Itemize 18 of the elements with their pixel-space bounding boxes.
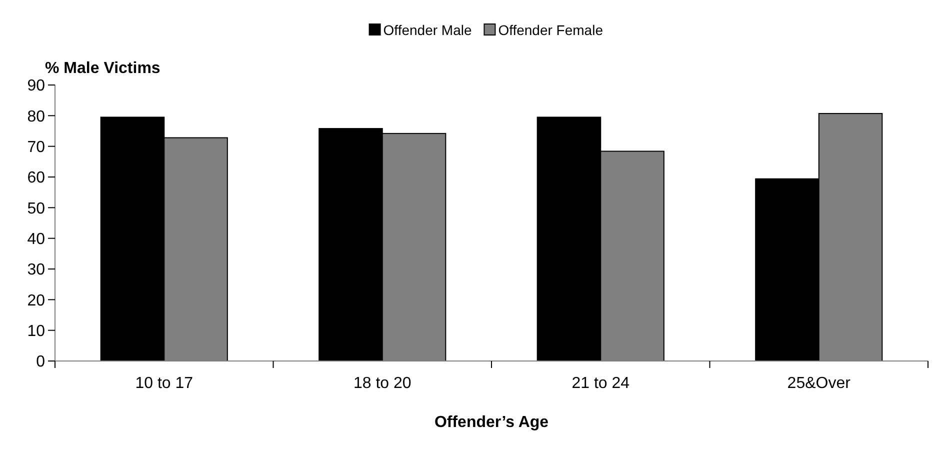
x-tick-label: 21 to 24 <box>572 375 630 392</box>
x-tick-label: 18 to 20 <box>353 375 412 392</box>
legend-label: Offender Female <box>498 22 604 38</box>
y-tick-label: 80 <box>27 108 46 126</box>
x-axis-title: Offender’s Age <box>434 414 549 431</box>
y-tick-label: 40 <box>27 230 46 248</box>
y-tick-label: 60 <box>27 170 46 187</box>
y-tick-label: 90 <box>27 78 46 95</box>
x-tick-label: 25&Over <box>787 375 852 392</box>
y-tick-label: 50 <box>27 200 46 218</box>
y-tick-label: 10 <box>27 322 46 340</box>
y-tick-label: 30 <box>27 262 46 279</box>
y-axis-title: % Male Victims <box>45 60 160 77</box>
y-tick-label: 0 <box>36 354 46 371</box>
legend-label: Offender Male <box>383 22 472 38</box>
y-tick-label: 20 <box>27 292 46 310</box>
y-tick-label: 70 <box>27 138 46 156</box>
x-tick-label: 10 to 17 <box>135 375 194 392</box>
